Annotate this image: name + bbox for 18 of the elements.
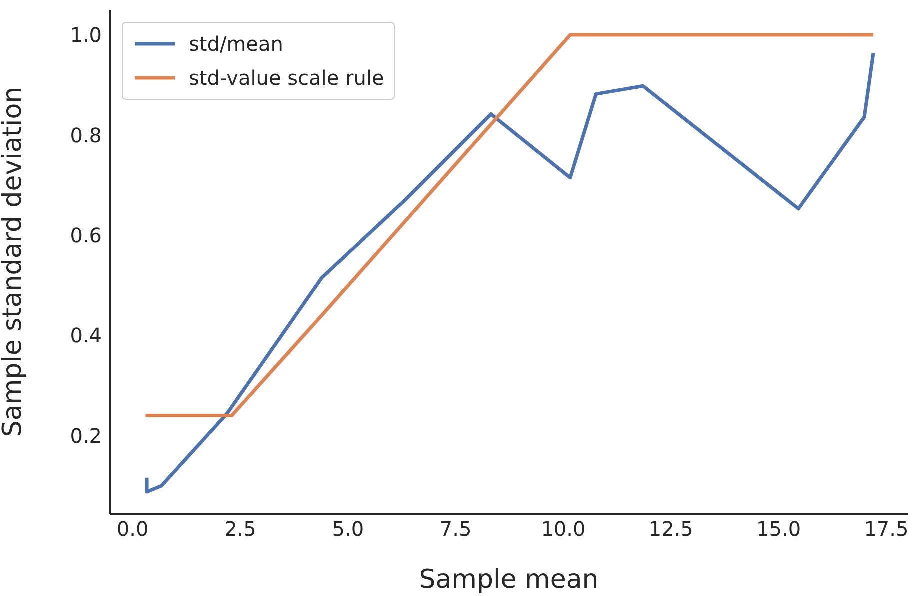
x-tick-label: 7.5 xyxy=(440,517,472,542)
y-tick-label: 0.2 xyxy=(70,424,102,448)
line-series xyxy=(145,51,876,494)
y-tick-label: 0.6 xyxy=(70,224,102,248)
y-tick-label: 0.4 xyxy=(70,324,102,348)
x-tick-label: 17.5 xyxy=(864,517,909,542)
legend-label: std-value scale rule xyxy=(189,66,384,90)
legend-label: std/mean xyxy=(189,32,284,56)
x-tick-label: 10.0 xyxy=(541,517,586,542)
x-tick-label: 2.5 xyxy=(224,517,256,542)
x-tick-label: 15.0 xyxy=(756,517,802,542)
x-tick-label: 0.0 xyxy=(116,517,149,542)
x-tick-label: 12.5 xyxy=(648,517,694,542)
y-tick-label: 0.8 xyxy=(70,123,102,148)
y-axis-title: Sample standard deviation xyxy=(0,86,28,438)
x-tick-label: 5.0 xyxy=(332,517,364,542)
x-axis-title: Sample mean xyxy=(419,565,599,595)
y-tick-label: 1.0 xyxy=(70,23,102,48)
